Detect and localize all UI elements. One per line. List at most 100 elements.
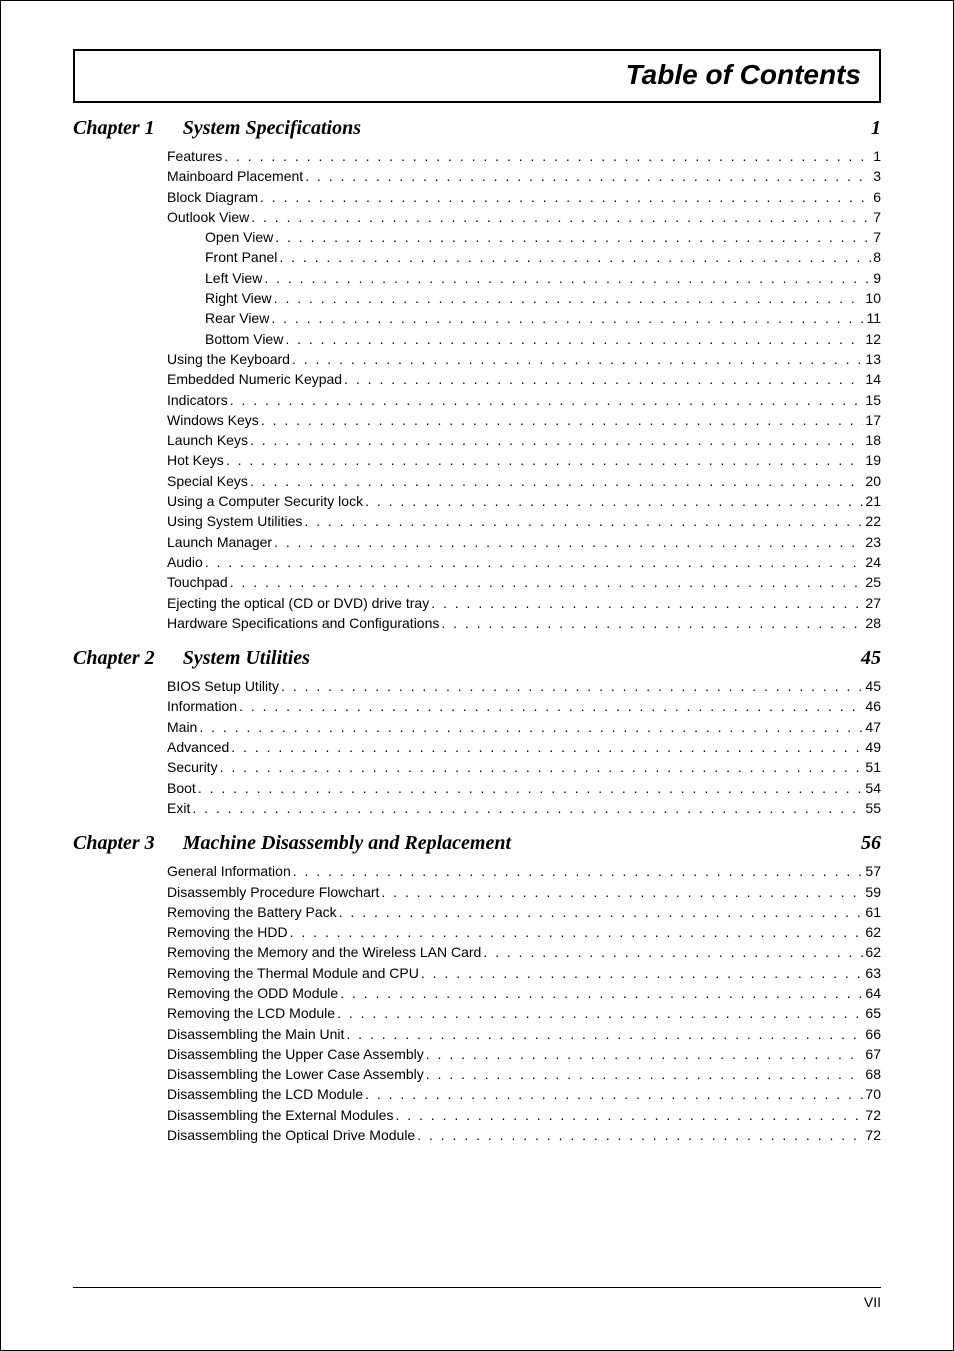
toc-item: Removing the Thermal Module and CPU63 bbox=[73, 963, 881, 983]
toc-page: 19 bbox=[865, 450, 881, 470]
toc-item: Right View10 bbox=[73, 288, 881, 308]
chapter-heading: Chapter 3 Machine Disassembly and Replace… bbox=[73, 832, 881, 855]
toc-label: Removing the HDD bbox=[167, 922, 288, 942]
toc-label: Rear View bbox=[205, 308, 269, 328]
toc-page: 22 bbox=[865, 511, 881, 531]
toc-page: 59 bbox=[865, 882, 881, 902]
toc-label: Touchpad bbox=[167, 572, 228, 592]
toc-page: 65 bbox=[865, 1003, 881, 1023]
toc-page: 23 bbox=[865, 532, 881, 552]
toc-item: Audio 24 bbox=[73, 552, 881, 572]
toc-item: Outlook View7 bbox=[73, 207, 881, 227]
toc-page: 27 bbox=[865, 593, 881, 613]
toc-item: Disassembly Procedure Flowchart 59 bbox=[73, 882, 881, 902]
toc-page: 13 bbox=[865, 349, 881, 369]
toc-label: Advanced bbox=[167, 737, 229, 757]
toc-item: Boot54 bbox=[73, 778, 881, 798]
toc-label: Disassembling the Upper Case Assembly bbox=[167, 1044, 424, 1064]
chapter-label: Chapter 1 bbox=[73, 117, 155, 140]
toc-item: Windows Keys 17 bbox=[73, 410, 881, 430]
toc-page: 54 bbox=[865, 778, 881, 798]
toc-page: 11 bbox=[866, 308, 881, 328]
toc-label: Disassembling the External Modules bbox=[167, 1105, 393, 1125]
toc-item: Using a Computer Security lock21 bbox=[73, 491, 881, 511]
chapter-label: Chapter 3 bbox=[73, 832, 155, 855]
page-number: VII bbox=[864, 1294, 881, 1310]
toc-leader-dots bbox=[230, 572, 864, 592]
toc-label: Launch Manager bbox=[167, 532, 272, 552]
toc-leader-dots bbox=[426, 1064, 864, 1084]
toc-label: Disassembling the Lower Case Assembly bbox=[167, 1064, 424, 1084]
toc-item: Removing the LCD Module 65 bbox=[73, 1003, 881, 1023]
toc-leader-dots bbox=[192, 798, 863, 818]
toc-leader-dots bbox=[224, 146, 871, 166]
toc-page: 6 bbox=[873, 187, 881, 207]
toc-leader-dots bbox=[275, 227, 871, 247]
chapter-heading-left: Chapter 3 Machine Disassembly and Replace… bbox=[73, 832, 511, 855]
chapter-title: System Utilities bbox=[183, 647, 310, 670]
toc-label: Removing the LCD Module bbox=[167, 1003, 335, 1023]
toc-page: 68 bbox=[865, 1064, 881, 1084]
toc-leader-dots bbox=[421, 963, 864, 983]
toc-page: 64 bbox=[865, 983, 881, 1003]
toc-label: Exit bbox=[167, 798, 190, 818]
toc-leader-dots bbox=[365, 1084, 863, 1104]
toc-label: Ejecting the optical (CD or DVD) drive t… bbox=[167, 593, 429, 613]
toc-page: 18 bbox=[865, 430, 881, 450]
toc-label: Disassembly Procedure Flowchart bbox=[167, 882, 379, 902]
toc-item: Special Keys 20 bbox=[73, 471, 881, 491]
toc-label: Block Diagram bbox=[167, 187, 258, 207]
toc-leader-dots bbox=[260, 187, 871, 207]
toc-leader-dots bbox=[250, 471, 863, 491]
toc-page: 1 bbox=[873, 146, 881, 166]
toc-item: Indicators15 bbox=[73, 390, 881, 410]
toc-label: Windows Keys bbox=[167, 410, 259, 430]
toc-label: Using the Keyboard bbox=[167, 349, 290, 369]
toc-page: 14 bbox=[865, 369, 881, 389]
toc-page: 24 bbox=[865, 552, 881, 572]
toc-page: 15 bbox=[865, 390, 881, 410]
toc-item: Open View7 bbox=[73, 227, 881, 247]
toc-label: Special Keys bbox=[167, 471, 248, 491]
toc-item: Security51 bbox=[73, 757, 881, 777]
toc-label: Mainboard Placement bbox=[167, 166, 303, 186]
toc-page: 12 bbox=[865, 329, 881, 349]
toc-leader-dots bbox=[230, 390, 864, 410]
chapter-title: Machine Disassembly and Replacement bbox=[183, 832, 511, 855]
toc-leader-dots bbox=[285, 329, 863, 349]
toc-page: 47 bbox=[865, 717, 881, 737]
toc-item: BIOS Setup Utility45 bbox=[73, 676, 881, 696]
toc-leader-dots bbox=[426, 1044, 864, 1064]
toc-item: Ejecting the optical (CD or DVD) drive t… bbox=[73, 593, 881, 613]
toc-item: Block Diagram 6 bbox=[73, 187, 881, 207]
toc-label: Hardware Specifications and Configuratio… bbox=[167, 613, 439, 633]
toc-page: 20 bbox=[865, 471, 881, 491]
toc-page: 28 bbox=[865, 613, 881, 633]
toc-item: Using the Keyboard 13 bbox=[73, 349, 881, 369]
toc-label: General Information bbox=[167, 861, 291, 881]
toc-page: 70 bbox=[865, 1084, 881, 1104]
toc-item: Disassembling the Lower Case Assembly 68 bbox=[73, 1064, 881, 1084]
toc-label: Main bbox=[167, 717, 197, 737]
toc-page: 62 bbox=[865, 922, 881, 942]
toc-item: Disassembling the External Modules72 bbox=[73, 1105, 881, 1125]
toc-label: Outlook View bbox=[167, 207, 249, 227]
toc-item: Embedded Numeric Keypad14 bbox=[73, 369, 881, 389]
toc-page: 55 bbox=[865, 798, 881, 818]
toc-page: 46 bbox=[865, 696, 881, 716]
toc-page: 8 bbox=[873, 247, 881, 267]
toc-label: Removing the Thermal Module and CPU bbox=[167, 963, 419, 983]
toc-page: 17 bbox=[865, 410, 881, 430]
toc-page: 51 bbox=[865, 757, 881, 777]
toc-label: Launch Keys bbox=[167, 430, 248, 450]
toc-leader-dots bbox=[274, 288, 864, 308]
toc-item: Hardware Specifications and Configuratio… bbox=[73, 613, 881, 633]
toc-item: Rear View 11 bbox=[73, 308, 881, 328]
toc-leader-dots bbox=[205, 552, 864, 572]
chapter-heading: Chapter 2System Utilities45 bbox=[73, 647, 881, 670]
toc-label: Audio bbox=[167, 552, 203, 572]
toc-item: Disassembling the Main Unit66 bbox=[73, 1024, 881, 1044]
toc-leader-dots bbox=[339, 902, 864, 922]
title-box: Table of Contents bbox=[73, 49, 881, 103]
toc-label: Hot Keys bbox=[167, 450, 224, 470]
